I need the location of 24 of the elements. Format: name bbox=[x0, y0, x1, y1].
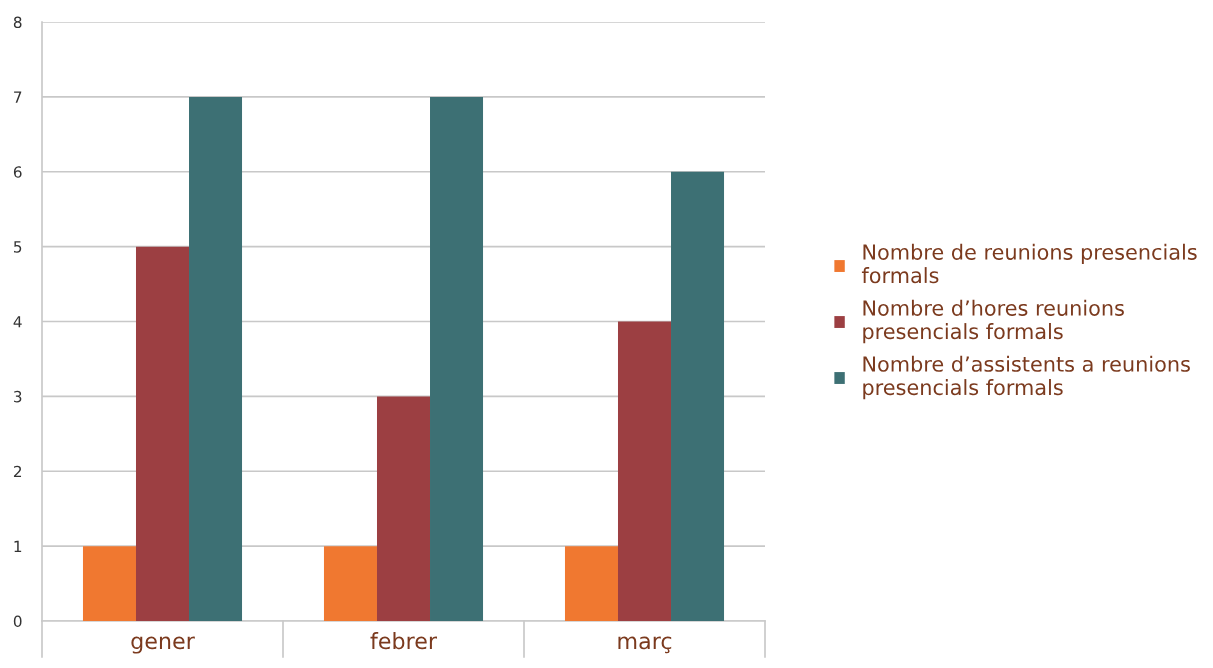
legend-label: Nombre d’assistents a reunions presencials formals bbox=[863, 355, 1190, 400]
bar bbox=[135, 246, 190, 621]
bar bbox=[564, 546, 618, 621]
legend-label: Nombre d’hores reunions presencials formals bbox=[863, 299, 1124, 344]
y-tick-label: 7 bbox=[14, 91, 22, 103]
y-tick-label: 2 bbox=[13, 465, 22, 478]
bar bbox=[323, 546, 377, 621]
bar bbox=[430, 96, 484, 621]
x-tick-label: març bbox=[618, 636, 672, 654]
bar bbox=[376, 396, 431, 621]
y-tick-label: 0 bbox=[13, 615, 22, 628]
y-tick-label: 6 bbox=[13, 166, 22, 178]
legend-label: Nombre de reunions presencials formals bbox=[861, 243, 1197, 284]
bar bbox=[671, 171, 725, 621]
bar bbox=[617, 321, 672, 621]
y-tick-label: 4 bbox=[13, 316, 22, 328]
y-tick-label: 5 bbox=[14, 241, 22, 253]
bar bbox=[82, 546, 136, 621]
x-tick-label: febrer bbox=[370, 632, 438, 650]
y-tick-label: 8 bbox=[13, 16, 22, 29]
y-tick-label: 1 bbox=[14, 540, 22, 552]
y-tick-label: 3 bbox=[14, 390, 22, 403]
x-tick-label: gener bbox=[131, 636, 195, 654]
bar bbox=[189, 96, 243, 621]
